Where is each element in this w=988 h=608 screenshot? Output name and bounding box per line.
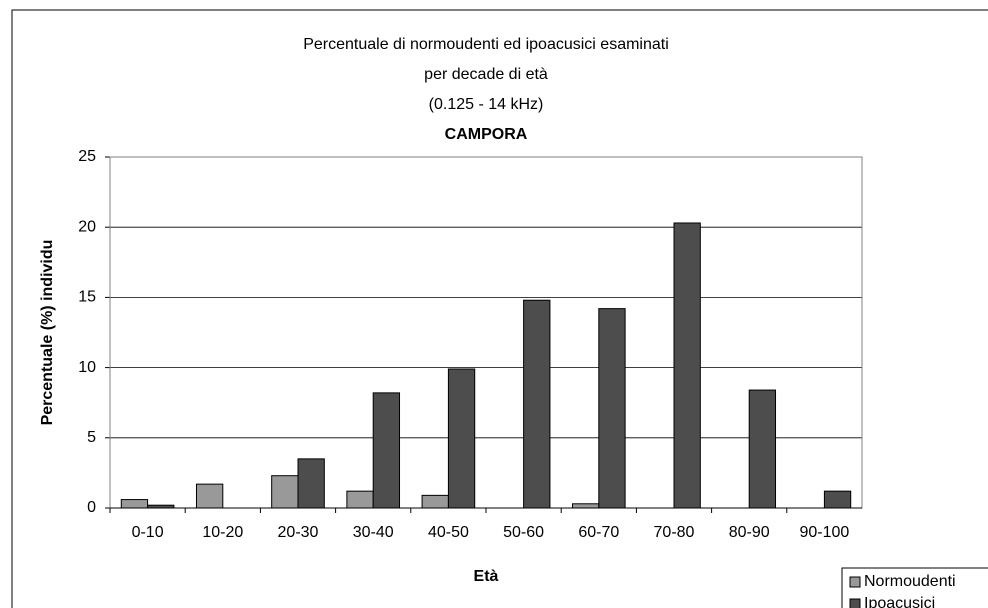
bar [372,392,401,509]
x-tick-label: 50-60 [503,524,544,541]
bar [421,494,449,509]
bar [271,475,299,509]
chart-subtitle: CAMPORA [445,126,528,143]
bar [748,389,777,509]
x-tick-label: 40-50 [428,524,469,541]
legend-swatch [849,598,861,608]
bar [297,458,325,509]
y-tick-label: 15 [78,289,96,306]
bar [120,499,149,509]
bar [195,483,224,509]
x-tick-label: 20-30 [278,524,319,541]
x-tick-label: 90-100 [799,524,849,541]
x-axis-label: Età [474,568,499,585]
bar [571,503,600,509]
x-tick-label: 0-10 [132,524,164,541]
bar [598,308,626,509]
y-tick-label: 25 [78,148,96,165]
bar [523,299,551,509]
legend-label: Normoudenti [864,573,956,590]
legend-swatch [849,576,861,588]
x-tick-label: 80-90 [729,524,770,541]
y-tick-label: 0 [87,499,96,516]
x-tick-label: 10-20 [202,524,243,541]
x-tick-label: 70-80 [654,524,695,541]
chart-title: (0.125 - 14 kHz) [429,96,544,113]
y-axis-label: Percentuale (%) individu [39,240,56,426]
y-tick-label: 5 [87,429,96,446]
chart-title: per decade di età [424,66,548,83]
y-tick-label: 10 [78,359,96,376]
legend-label: Ipoacusici [864,595,935,608]
bar [823,490,852,509]
bar [346,490,374,509]
chart-title: Percentuale di normoudenti ed ipoacusici… [303,36,669,53]
x-tick-label: 30-40 [353,524,394,541]
y-tick-label: 20 [78,218,96,235]
bar [673,222,701,509]
bar [447,368,476,509]
x-tick-label: 60-70 [578,524,619,541]
legend-box [841,567,988,608]
